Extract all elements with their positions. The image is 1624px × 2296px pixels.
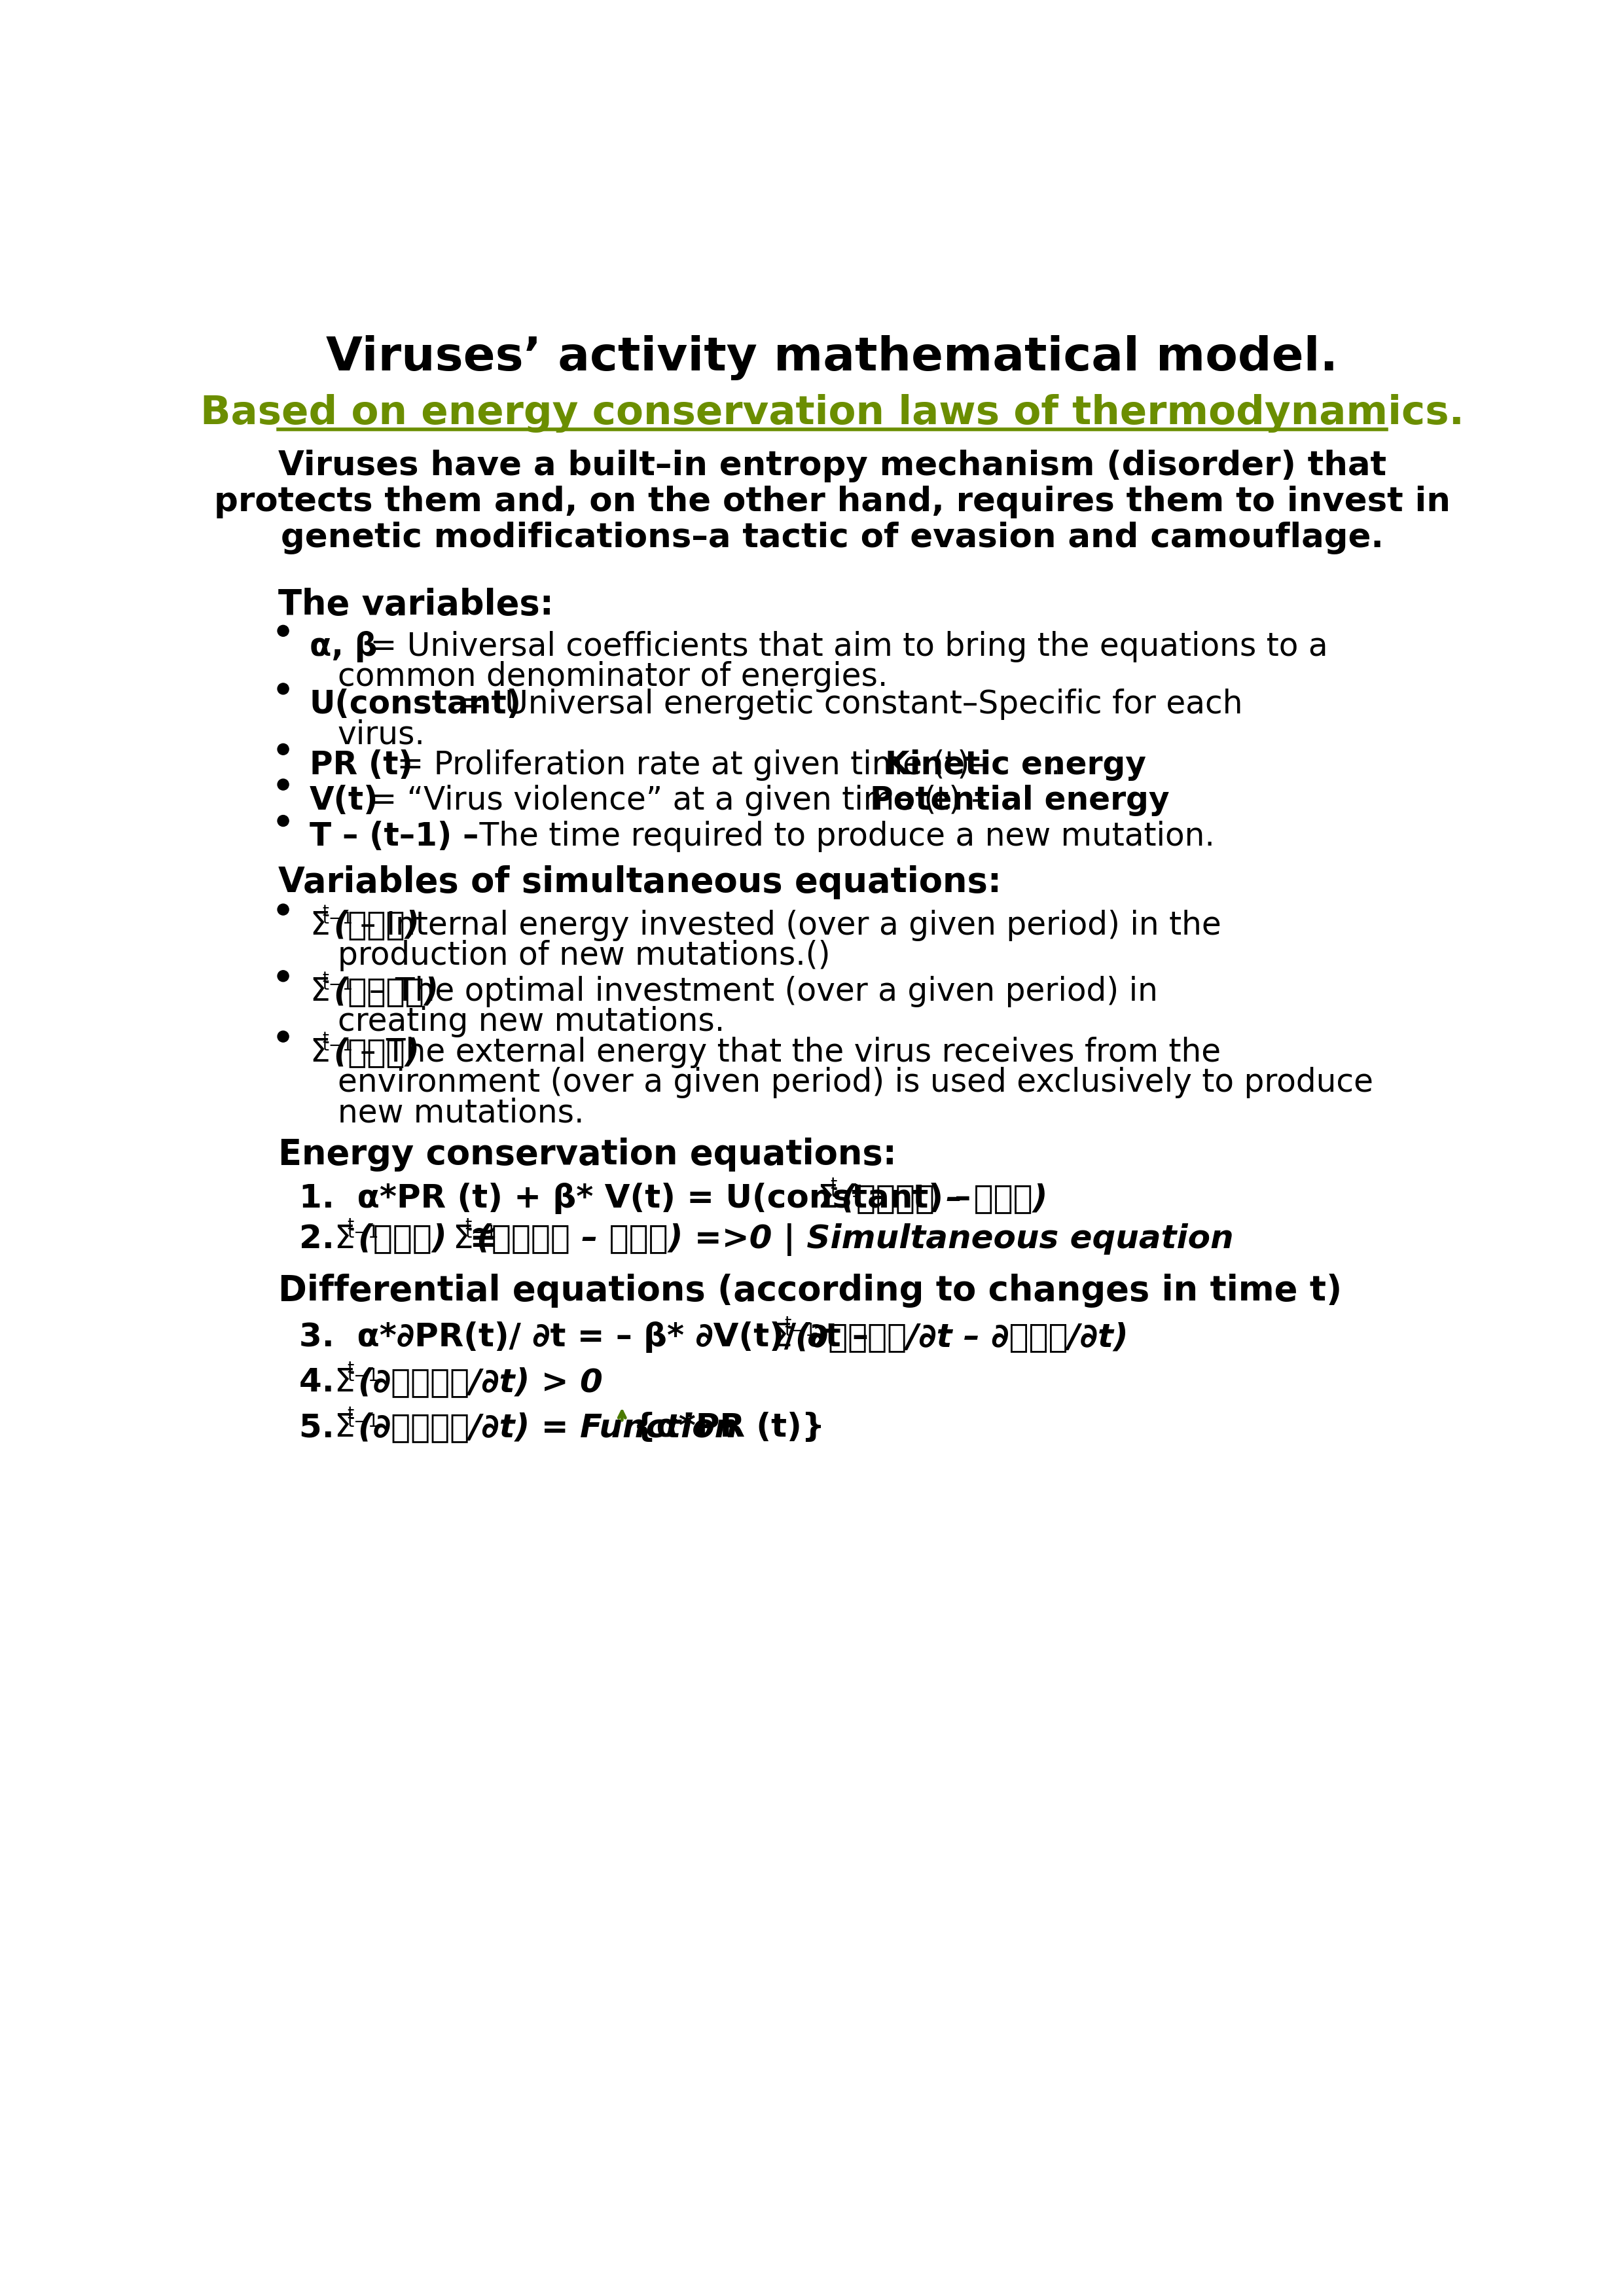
- Text: t−1: t−1: [348, 1414, 378, 1430]
- Text: (∂𝑀𝑜𝑝𝑡/∂t) = Function: (∂𝑀𝑜𝑝𝑡/∂t) = Function: [359, 1412, 737, 1444]
- Text: α, β: α, β: [310, 631, 377, 661]
- Text: t: t: [322, 971, 328, 985]
- Text: protects them and, on the other hand, requires them to invest in: protects them and, on the other hand, re…: [214, 487, 1450, 519]
- Text: Σ: Σ: [310, 976, 330, 1008]
- Text: = Proliferation rate at given time (t)–: = Proliferation rate at given time (t)–: [387, 748, 996, 781]
- Text: environment (over a given period) is used exclusively to produce: environment (over a given period) is use…: [338, 1068, 1372, 1097]
- Text: t−1: t−1: [784, 1322, 817, 1341]
- Text: Σ: Σ: [335, 1224, 354, 1254]
- Text: new mutations.: new mutations.: [338, 1097, 585, 1127]
- Text: 5.: 5.: [299, 1412, 357, 1444]
- Text: production of new mutations.(): production of new mutations.(): [338, 939, 830, 971]
- Text: creating new mutations.: creating new mutations.: [338, 1006, 724, 1038]
- Text: (∂𝑀𝑜𝑝𝑡/∂t – ∂𝐸𝑥𝑒/∂t): (∂𝑀𝑜𝑝𝑡/∂t – ∂𝐸𝑥𝑒/∂t): [796, 1320, 1129, 1352]
- Text: Σ: Σ: [310, 909, 330, 941]
- Text: 2.: 2.: [299, 1224, 357, 1254]
- Text: Potential energy: Potential energy: [870, 785, 1169, 815]
- Circle shape: [278, 815, 289, 827]
- Text: {α*PR (t)}: {α*PR (t)}: [633, 1412, 825, 1444]
- Text: t: t: [348, 1362, 354, 1378]
- Text: Σ: Σ: [451, 1224, 473, 1254]
- Text: T – (t–1) –: T – (t–1) –: [310, 820, 479, 852]
- Text: U(constant): U(constant): [310, 689, 521, 721]
- Text: t−1: t−1: [464, 1224, 497, 1242]
- Text: .: .: [1051, 748, 1060, 781]
- Text: – Internal energy invested (over a given period) in the: – Internal energy invested (over a given…: [361, 909, 1221, 941]
- Text: t−1: t−1: [830, 1185, 862, 1201]
- Circle shape: [278, 778, 289, 790]
- Text: 4.: 4.: [299, 1366, 357, 1398]
- Text: (𝑀𝑜𝑝𝑡 – 𝐸𝑥𝑒): (𝑀𝑜𝑝𝑡 – 𝐸𝑥𝑒): [841, 1182, 1047, 1215]
- Text: common denominator of energies.: common denominator of energies.: [338, 661, 888, 693]
- Text: Kinetic energy: Kinetic energy: [885, 748, 1147, 781]
- Text: t: t: [464, 1217, 473, 1235]
- Text: t−1: t−1: [322, 1038, 352, 1054]
- Text: Σ: Σ: [817, 1182, 838, 1215]
- Text: Σ: Σ: [771, 1320, 793, 1352]
- Text: 3.  α*∂PR(t)/ ∂t = – β* ∂V(t)/ ∂t –: 3. α*∂PR(t)/ ∂t = – β* ∂V(t)/ ∂t –: [299, 1320, 880, 1352]
- Text: (𝑀𝑖𝑒)  ≅: (𝑀𝑖𝑒) ≅: [359, 1224, 520, 1254]
- Text: =  Universal energetic constant–Specific for each: = Universal energetic constant–Specific …: [448, 689, 1242, 721]
- Text: (𝐸𝑥𝑒): (𝐸𝑥𝑒): [333, 1035, 419, 1068]
- Text: t: t: [322, 905, 328, 921]
- Text: t−1: t−1: [322, 912, 352, 928]
- Text: Differential equations (according to changes in time t): Differential equations (according to cha…: [278, 1274, 1341, 1306]
- Circle shape: [278, 1031, 289, 1042]
- Text: Viruses’ activity mathematical model.: Viruses’ activity mathematical model.: [326, 335, 1338, 381]
- Text: t: t: [348, 1217, 354, 1235]
- Text: t: t: [830, 1178, 836, 1194]
- Text: The time required to produce a new mutation.: The time required to produce a new mutat…: [469, 820, 1215, 852]
- Text: .: .: [1051, 785, 1060, 815]
- Text: Energy conservation equations:: Energy conservation equations:: [278, 1137, 896, 1171]
- Text: (∂𝑀𝑜𝑝𝑡/∂t) > 0: (∂𝑀𝑜𝑝𝑡/∂t) > 0: [359, 1366, 603, 1398]
- Text: (𝑀𝑜𝑝𝑡): (𝑀𝑜𝑝𝑡): [333, 976, 438, 1008]
- Text: – The optimal investment (over a given period) in: – The optimal investment (over a given p…: [369, 976, 1158, 1008]
- Text: The variables:: The variables:: [278, 588, 554, 622]
- Text: – The external energy that the virus receives from the: – The external energy that the virus rec…: [361, 1035, 1221, 1068]
- Text: t−1: t−1: [348, 1224, 378, 1242]
- Circle shape: [278, 905, 289, 916]
- Text: Variables of simultaneous equations:: Variables of simultaneous equations:: [278, 866, 1002, 900]
- Text: PR (t): PR (t): [310, 748, 412, 781]
- Text: V(t): V(t): [310, 785, 378, 815]
- Text: Based on energy conservation laws of thermodynamics.: Based on energy conservation laws of the…: [200, 395, 1463, 432]
- Text: = “Virus violence” at a given time (t) –: = “Virus violence” at a given time (t) –: [361, 785, 997, 815]
- Circle shape: [278, 625, 289, 636]
- Text: (𝑀𝑜𝑝𝑡 – 𝐸𝑥𝑒) =>0 | Simultaneous equation: (𝑀𝑜𝑝𝑡 – 𝐸𝑥𝑒) =>0 | Simultaneous equation: [476, 1224, 1234, 1256]
- Text: 1.  α*PR (t) + β* V(t) = U(constant) –: 1. α*PR (t) + β* V(t) = U(constant) –: [299, 1182, 983, 1215]
- Text: t−1: t−1: [348, 1368, 378, 1384]
- Text: (𝑀𝑖𝑒): (𝑀𝑖𝑒): [333, 909, 419, 941]
- Text: t−1: t−1: [322, 978, 352, 994]
- Text: Σ: Σ: [335, 1412, 354, 1444]
- Circle shape: [278, 684, 289, 693]
- Text: = Universal coefficients that aim to bring the equations to a: = Universal coefficients that aim to bri…: [361, 631, 1328, 661]
- Text: virus.: virus.: [338, 719, 425, 751]
- Circle shape: [278, 744, 289, 755]
- Text: Σ: Σ: [335, 1366, 354, 1398]
- Text: t: t: [348, 1405, 354, 1424]
- Text: Σ: Σ: [310, 1035, 330, 1068]
- Circle shape: [278, 971, 289, 983]
- Text: t: t: [322, 1031, 328, 1047]
- Text: genetic modifications–a tactic of evasion and camouflage.: genetic modifications–a tactic of evasio…: [281, 521, 1384, 556]
- Text: t: t: [784, 1316, 791, 1332]
- Text: Viruses have a built–in entropy mechanism (disorder) that: Viruses have a built–in entropy mechanis…: [278, 450, 1387, 482]
